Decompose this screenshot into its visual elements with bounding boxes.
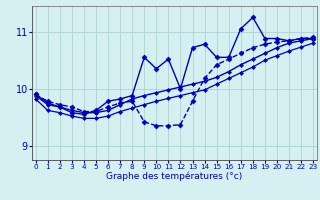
X-axis label: Graphe des températures (°c): Graphe des températures (°c) bbox=[106, 172, 243, 181]
